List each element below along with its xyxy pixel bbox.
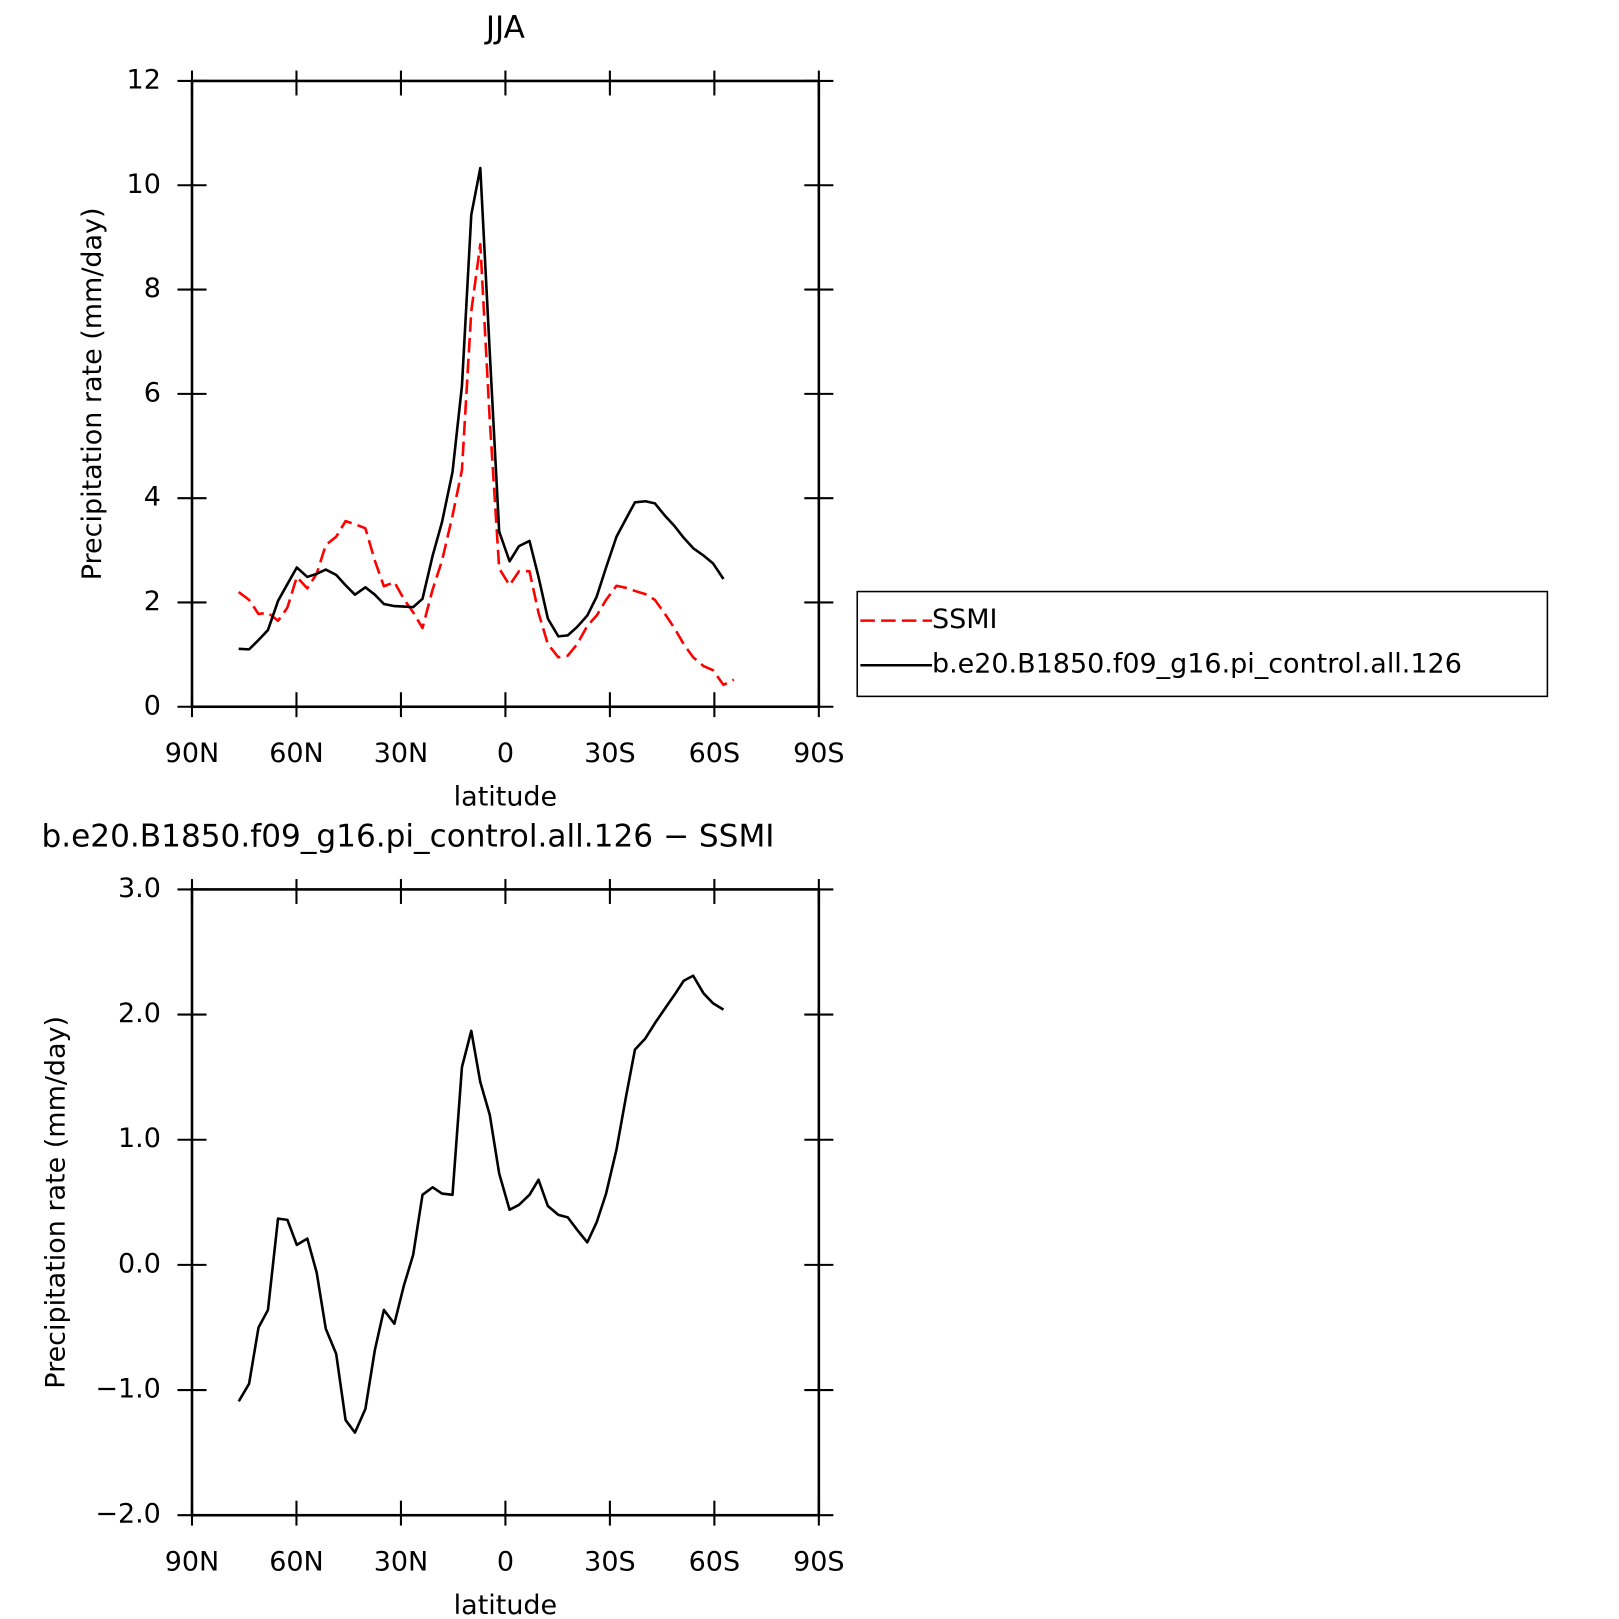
y-tick-label: 1.0 bbox=[118, 1123, 161, 1154]
plot-frame bbox=[190, 79, 821, 709]
x-tick-label: 90N bbox=[165, 738, 220, 769]
y-tick-label: 0 bbox=[144, 690, 161, 721]
x-tick-label: 60S bbox=[689, 738, 740, 769]
x-tick-label: 90S bbox=[793, 1546, 844, 1577]
x-tick-label: 60N bbox=[269, 738, 324, 769]
x-tick-label: 30S bbox=[584, 738, 635, 769]
chart-title: b.e20.B1850.f09_g16.pi_control.all.126 −… bbox=[42, 819, 775, 855]
series-line bbox=[237, 974, 725, 1434]
series-line bbox=[237, 242, 735, 687]
legend-label: SSMI bbox=[932, 604, 997, 635]
legend-label: b.e20.B1850.f09_g16.pi_control.all.126 bbox=[932, 649, 1462, 680]
y-tick-label: 0.0 bbox=[118, 1248, 161, 1279]
series-line bbox=[238, 166, 725, 651]
y-tick-label: −1.0 bbox=[95, 1374, 161, 1405]
y-tick-label: 10 bbox=[127, 169, 161, 200]
x-tick-label: 90S bbox=[793, 738, 844, 769]
y-tick-label: 6 bbox=[144, 377, 161, 408]
x-tick-label: 60N bbox=[269, 1546, 324, 1577]
x-axis-label: latitude bbox=[454, 782, 557, 813]
y-tick-label: 8 bbox=[144, 273, 161, 304]
x-axis-label: latitude bbox=[454, 1590, 557, 1619]
x-tick-label: 0 bbox=[497, 738, 514, 769]
y-axis-label: Precipitation rate (mm/day) bbox=[41, 1016, 72, 1389]
chart-title: JJA bbox=[484, 10, 526, 46]
plot-frame bbox=[190, 888, 821, 1517]
x-tick-label: 90N bbox=[165, 1546, 220, 1577]
y-tick-label: 2.0 bbox=[118, 998, 161, 1029]
y-tick-label: 12 bbox=[127, 64, 161, 95]
y-tick-label: 4 bbox=[144, 482, 161, 513]
x-tick-label: 30S bbox=[584, 1546, 635, 1577]
x-tick-label: 30N bbox=[374, 738, 428, 769]
y-tick-label: 3.0 bbox=[118, 873, 161, 904]
y-tick-label: 2 bbox=[144, 586, 161, 617]
x-tick-label: 60S bbox=[689, 1546, 740, 1577]
y-axis-label: Precipitation rate (mm/day) bbox=[77, 207, 108, 580]
x-tick-label: 0 bbox=[497, 1546, 514, 1577]
x-tick-label: 30N bbox=[374, 1546, 428, 1577]
legend-box bbox=[856, 590, 1549, 698]
y-tick-label: −2.0 bbox=[95, 1499, 161, 1530]
